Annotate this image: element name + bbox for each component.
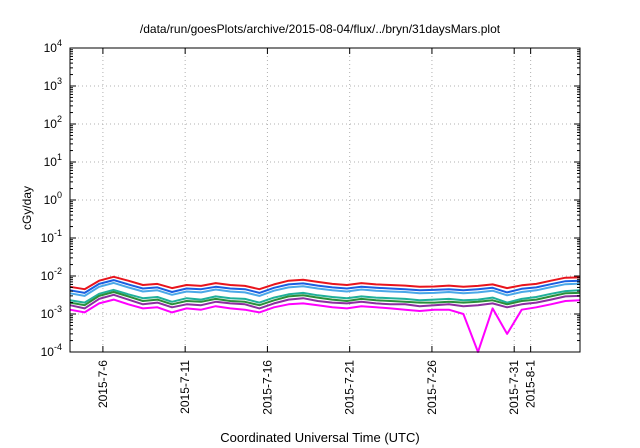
y-tick-label: 10-3	[41, 304, 62, 321]
series-line-4	[69, 288, 581, 304]
x-tick-label: 2015-7-21	[343, 360, 357, 415]
y-tick-label: 10-1	[41, 228, 62, 245]
x-axis-ticks: 2015-7-6 2015-7-11 2015-7-16 2015-7-21 2015-…	[96, 48, 538, 415]
series-line-7	[69, 298, 581, 353]
x-tick-label: 2015-7-31	[507, 360, 521, 415]
y-tick-label: 103	[44, 76, 62, 93]
y-tick-label: 100	[44, 190, 62, 207]
x-tick-label: 2015-7-6	[96, 360, 110, 408]
series-line-6	[69, 293, 581, 310]
y-tick-label: 104	[44, 38, 62, 55]
chart-title: /data/run/goesPlots/archive/2015-08-04/f…	[139, 22, 501, 36]
x-tick-label: 2015-7-26	[425, 360, 439, 415]
series-lines	[69, 275, 581, 353]
y-tick-label: 102	[44, 114, 62, 131]
series-line-1	[69, 275, 581, 291]
series-line-3	[69, 281, 581, 297]
grid-lines	[70, 48, 580, 352]
y-tick-label: 10-2	[41, 266, 62, 283]
series-line-5	[69, 291, 581, 307]
x-tick-label: 2015-8-1	[524, 360, 538, 408]
x-tick-label: 2015-7-11	[178, 360, 192, 414]
x-tick-label: 2015-7-16	[260, 360, 274, 415]
y-tick-label: 101	[44, 152, 62, 169]
y-tick-label: 10-4	[41, 342, 62, 359]
series-line-2	[69, 279, 581, 294]
x-axis-label: Coordinated Universal Time (UTC)	[220, 430, 420, 445]
